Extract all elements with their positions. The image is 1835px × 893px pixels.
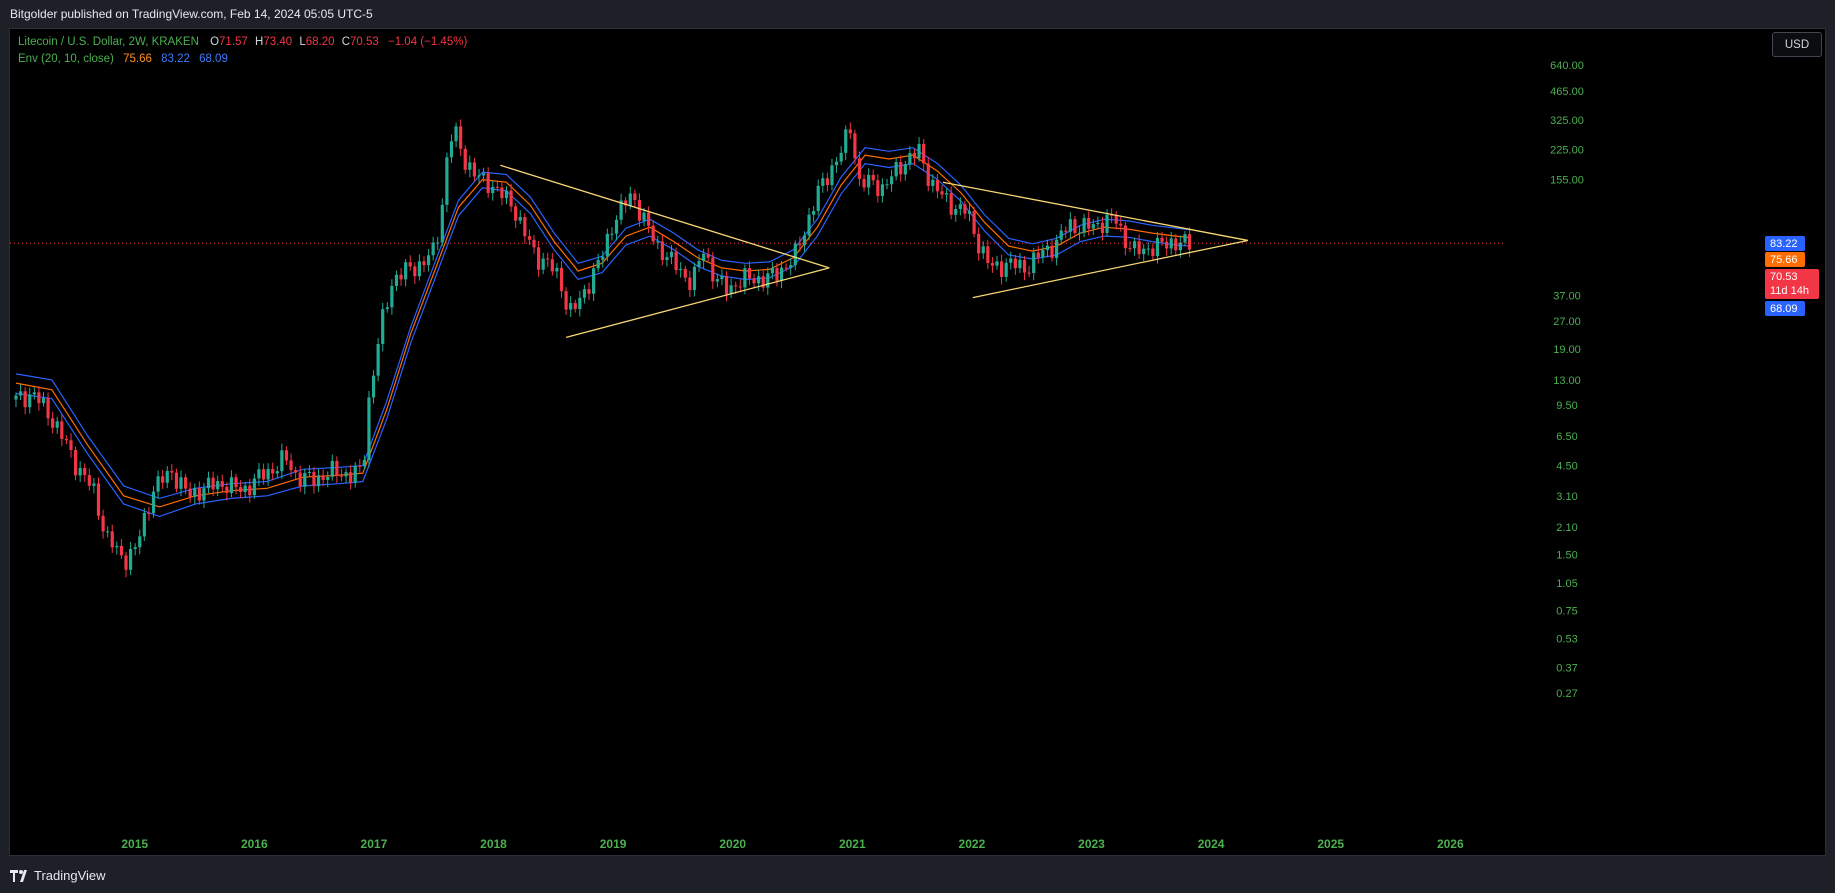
legend-low: 68.20 [305,36,335,48]
footer-bar: TradingView [0,858,1835,893]
legend-high: 73.40 [263,36,293,48]
published-header: Bitgolder published on TradingView.com, … [0,0,1835,28]
legend-symbol-row: Litecoin / U.S. Dollar, 2W, KRAKEN O71.5… [18,34,467,51]
published-text: Bitgolder published on TradingView.com, … [10,7,373,21]
legend-close-label: C [341,36,351,48]
currency-button[interactable]: USD [1772,32,1822,57]
legend-change: −1.04 (−1.45%) [388,36,468,48]
legend-open: 71.57 [219,36,248,48]
legend-close: 70.53 [350,36,379,48]
chart-legend: Litecoin / U.S. Dollar, 2W, KRAKEN O71.5… [18,34,467,68]
legend-basis-value: 75.66 [123,53,152,65]
legend-lower-value: 68.09 [199,53,228,65]
legend-low-label: L [299,36,306,48]
footer-brand[interactable]: TradingView [34,868,106,883]
legend-upper-value: 83.22 [161,53,190,65]
legend-indicator-row: Env (20, 10, close) 75.66 83.22 68.09 [18,51,467,68]
legend-symbol[interactable]: Litecoin / U.S. Dollar, 2W, KRAKEN [18,36,199,48]
legend-indicator[interactable]: Env (20, 10, close) [18,53,114,65]
legend-open-label: O [210,36,220,48]
chart-frame[interactable] [9,28,1826,856]
legend-high-label: H [255,36,264,48]
tradingview-logo-icon [10,869,30,882]
